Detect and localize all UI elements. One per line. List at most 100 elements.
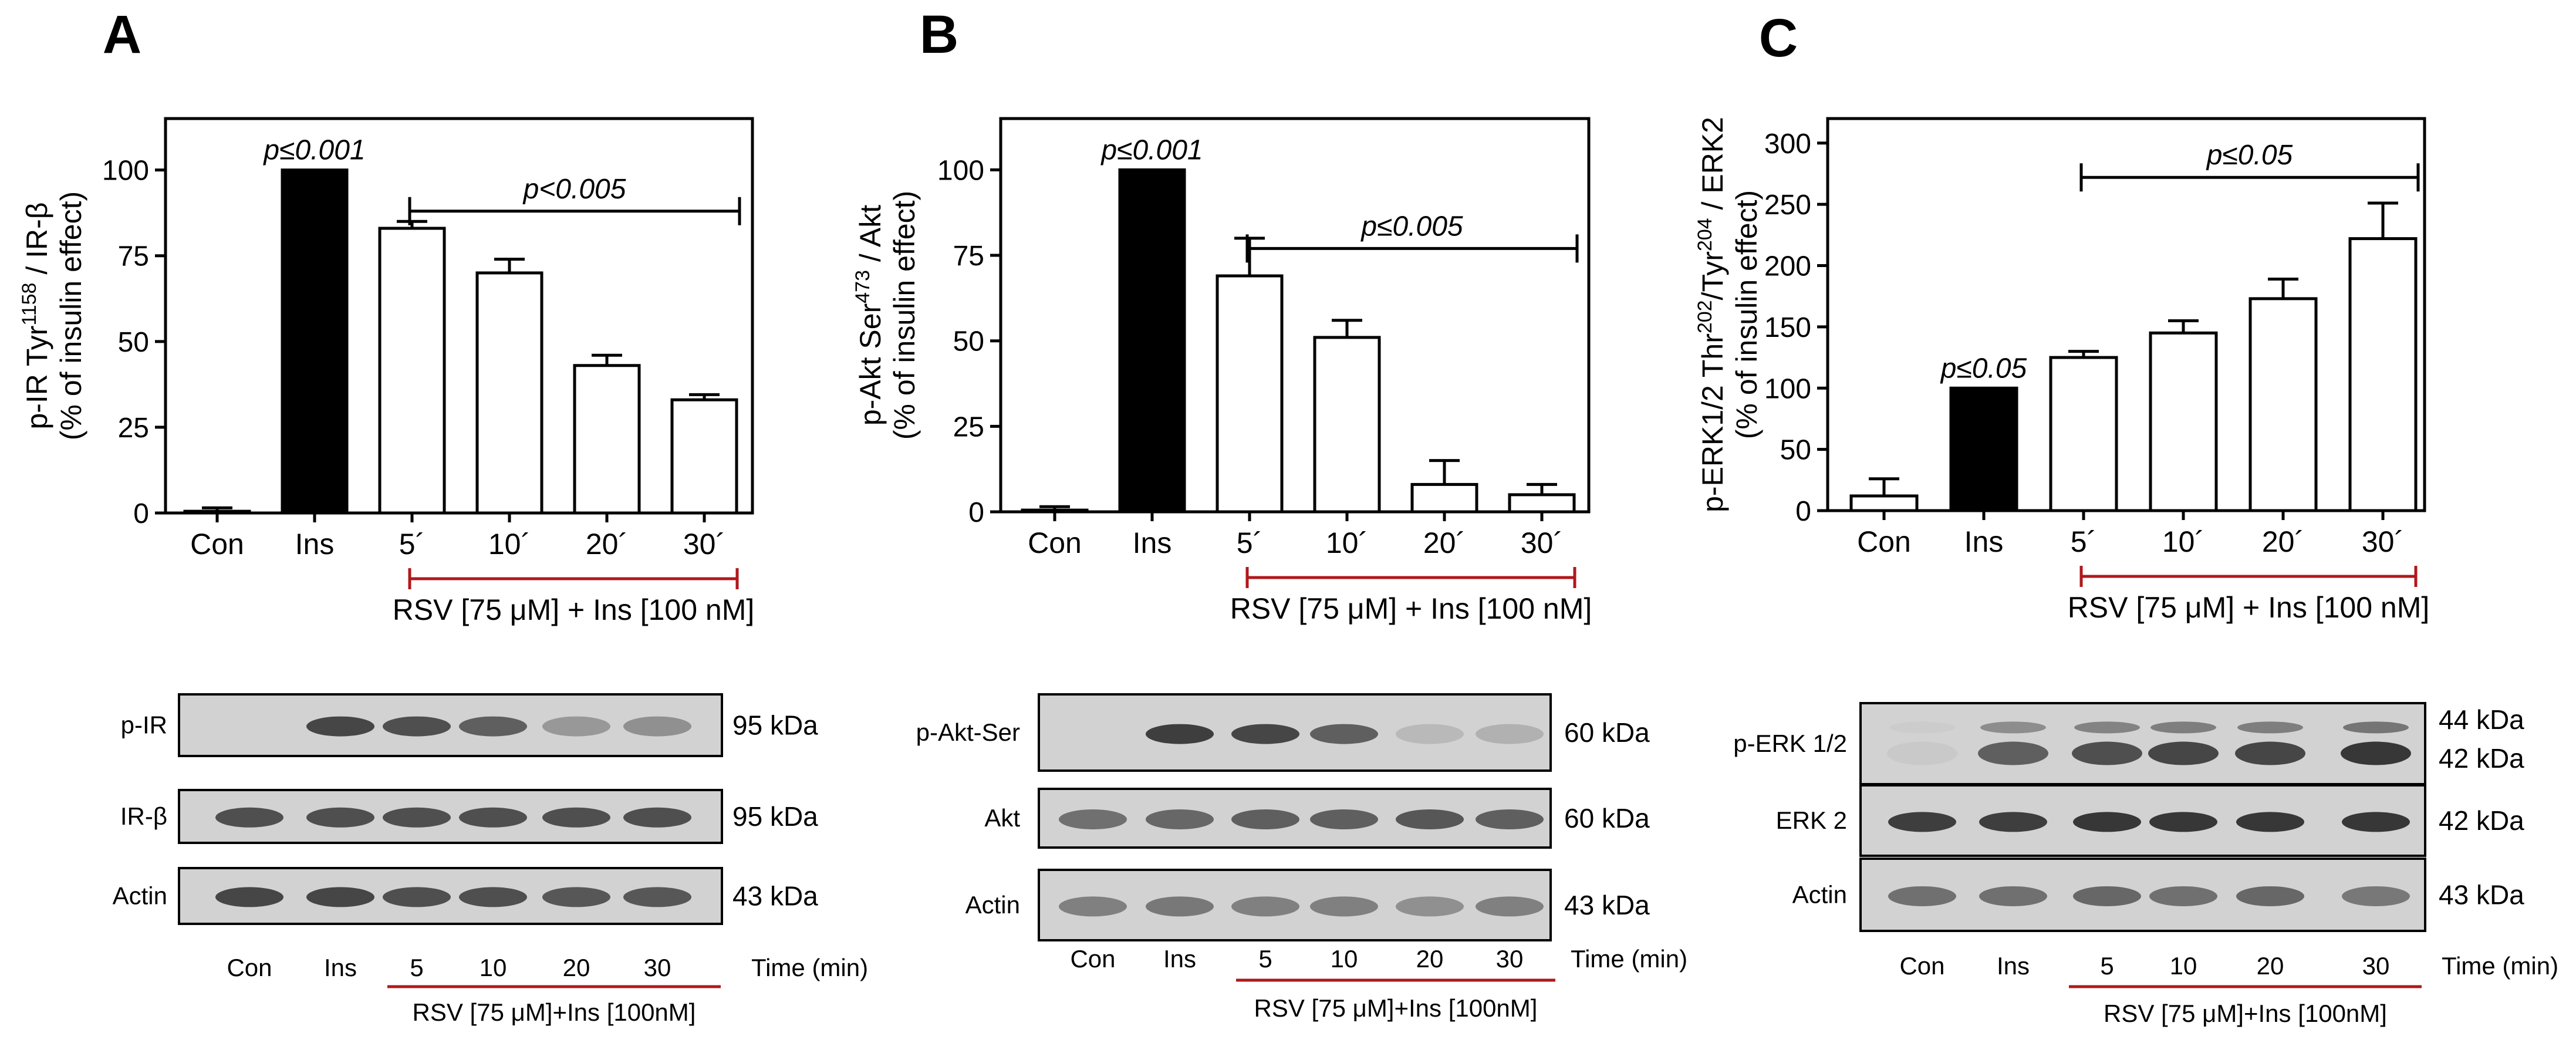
blot-kda-label: 95 kDa [732, 801, 818, 832]
blot-band [2236, 812, 2304, 832]
x-tick-label: Ins [1133, 526, 1172, 559]
y-tick-label: 25 [953, 411, 984, 443]
ins-significance-label: p≤0.001 [1100, 134, 1203, 166]
y-tick-label: 150 [1764, 312, 1811, 343]
blot-band-upper [2343, 721, 2409, 734]
blot-row-label: Akt [984, 804, 1020, 832]
rsv-treatment-label: RSV [75 μM] + Ins [100 nM] [1230, 592, 1592, 625]
blot-lane-label: 20 [1416, 945, 1444, 973]
blot-band [1146, 809, 1214, 829]
bar-0 [1849, 494, 1919, 512]
x-tick-label: 10´ [488, 528, 531, 561]
y-tick-label: 75 [953, 241, 984, 272]
blot-band [1888, 812, 1956, 832]
x-tick-label: 10´ [2162, 525, 2204, 558]
panel-a-chart: A 0 25 50 75 100 p-IR Tyr1158 / IR-β (% of insu… [18, 5, 754, 626]
ins-significance-label: p≤0.001 [262, 135, 365, 166]
x-tick-label: 20´ [1423, 526, 1466, 559]
panel-letter: C [1759, 8, 1798, 68]
ins-significance-label: p≤0.05 [1940, 353, 2027, 384]
blot-band [459, 716, 527, 737]
rsv-treatment-label: RSV [75 μM] + Ins [100 nM] [2068, 591, 2430, 624]
x-tick-label: 30´ [2362, 525, 2404, 558]
blot-band [1310, 724, 1378, 744]
blot-rsv-label: RSV [75 μM]+Ins [100nM] [413, 998, 696, 1026]
blot-band [1476, 724, 1544, 744]
blot-band [542, 716, 610, 737]
blot-band [2342, 886, 2410, 906]
blot-rsv-label: RSV [75 μM]+Ins [100nM] [1254, 994, 1538, 1022]
rsv-treatment-label: RSV [75 μM] + Ins [100 nM] [393, 593, 755, 626]
blot-band [1476, 809, 1544, 829]
blot-band-lower [2341, 741, 2411, 765]
blot-kda-label: 60 kDa [1564, 803, 1650, 833]
blot-kda-label: 43 kDa [732, 881, 818, 912]
blot-band [215, 887, 283, 907]
bar-3 [475, 271, 543, 515]
blot-lane-label: Con [1899, 952, 1944, 980]
blot-band [2236, 886, 2304, 906]
x-tick-label: 30´ [683, 528, 725, 561]
blot-lane-label: Ins [1163, 945, 1196, 973]
blot-row-label: p-IR [121, 711, 167, 739]
x-tick-label: 5´ [399, 528, 425, 561]
y-axis-label-units: (% of insulin effect) [1730, 190, 1763, 439]
bar-3 [2149, 331, 2218, 512]
blot-band-lower [1978, 741, 2048, 765]
blot-lane-label: 10 [1331, 945, 1358, 973]
blot-band-lower [1887, 741, 1957, 765]
blot-time-label: Time (min) [1571, 945, 1687, 973]
blot-kda-label: 95 kDa [732, 710, 818, 741]
y-axis-label: p-ERK1/2 Thr202/Tyr204 / ERK2 [1694, 117, 1729, 512]
bracket-significance-label: p≤0.005 [1360, 211, 1463, 242]
blot-band [1059, 809, 1127, 829]
blot-band [459, 807, 527, 828]
blot-row-label: p-ERK 1/2 [1733, 730, 1847, 757]
y-axis-label: p-Akt Ser473 / Akt [852, 205, 887, 426]
blot-rsv-label: RSV [75 μM]+Ins [100nM] [2104, 1000, 2387, 1027]
bar-4 [573, 364, 641, 515]
blot-band [2073, 886, 2141, 906]
blot-band [542, 807, 610, 828]
blot-band [383, 887, 451, 907]
bar-2 [1216, 274, 1284, 514]
x-tick-label: 30´ [1521, 526, 1563, 559]
blot-band [1396, 809, 1464, 829]
y-tick-label: 0 [968, 497, 984, 528]
bar-3 [1313, 336, 1381, 514]
bar-2 [378, 227, 446, 515]
blot-kda-label: 43 kDa [1564, 890, 1650, 920]
y-axis-label-units: (% of insulin effect) [55, 191, 87, 440]
bar-0 [183, 509, 251, 515]
blot-band-lower [2072, 741, 2142, 765]
bar-1 [1118, 168, 1186, 514]
blot-row-label: Actin [1792, 881, 1847, 909]
y-tick-label: 300 [1764, 129, 1811, 160]
blot-lane-label: Ins [324, 954, 357, 981]
blot-band [1396, 724, 1464, 744]
blot-band [383, 716, 451, 737]
blot-kda-label: 44 kDa [2439, 704, 2524, 735]
blot-band-upper [2074, 721, 2140, 734]
x-tick-label: Ins [295, 528, 335, 561]
blot-row-label: ERK 2 [1776, 806, 1847, 834]
blot-lane-label: 30 [644, 954, 671, 981]
blot-kda-label-2: 42 kDa [2439, 743, 2524, 774]
panel-a-blot: p-IR 95 kDa IR-β 95 kDa Actin 43 kDa Con Ins 5 10… [113, 693, 868, 1026]
blot-band [623, 887, 691, 907]
bar-5 [1508, 493, 1576, 514]
blot-band [1476, 896, 1544, 917]
plot-frame [1826, 117, 2426, 512]
blot-band [1146, 896, 1214, 917]
blot-band-upper [1980, 721, 2046, 734]
blot-lane-label: Ins [1997, 952, 2030, 980]
blot-band [2342, 812, 2410, 832]
blot-lane-label: 5 [410, 954, 423, 981]
blot-lane-label: Con [1070, 945, 1115, 973]
blot-band [1396, 896, 1464, 917]
blot-band [1888, 886, 1956, 906]
blot-strip [1038, 693, 1552, 772]
blot-band-lower [2235, 741, 2305, 765]
x-tick-label: Ins [1964, 525, 2004, 558]
